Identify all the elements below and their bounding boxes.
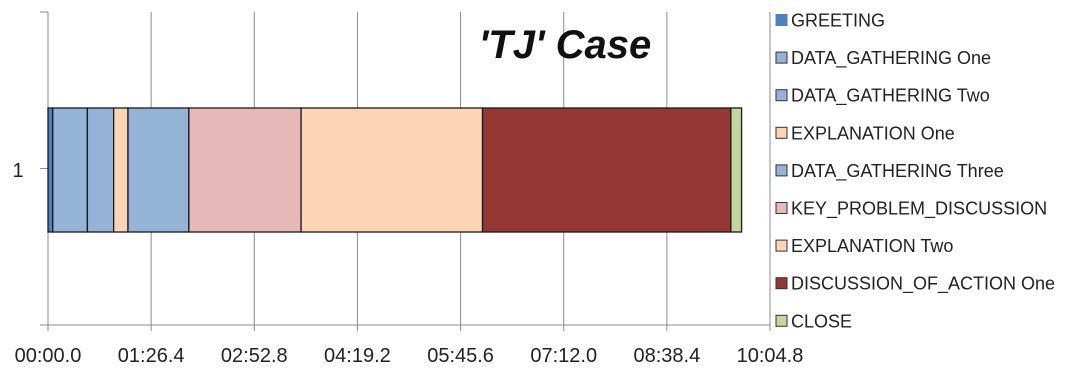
- legend-label: DISCUSSION_OF_ACTION One: [791, 274, 1055, 295]
- legend-label: EXPLANATION One: [791, 123, 955, 143]
- bar-segment-2: [52, 107, 89, 233]
- legend-swatch: [775, 51, 788, 64]
- bar-segment-1: [47, 107, 54, 233]
- legend-swatch: [775, 202, 788, 214]
- bar-segment-3: [86, 107, 115, 233]
- bar-segment-4: [113, 107, 129, 233]
- x-tick-label: 00:00.0: [15, 345, 82, 367]
- legend-swatch: [775, 164, 788, 177]
- category-label: 1: [12, 160, 23, 182]
- bar-segment-8: [481, 107, 732, 233]
- x-tick-label: 05:45.6: [427, 345, 494, 367]
- bar-segment-5: [127, 107, 190, 233]
- x-tick-label: 01:26.4: [118, 345, 185, 367]
- legend-label: GREETING: [791, 11, 885, 31]
- x-tick-label: 04:19.2: [324, 345, 391, 367]
- legend-label: KEY_PROBLEM_DISCUSSION: [791, 199, 1047, 220]
- legend: GREETING DATA_GATHERING One DATA_GATHERING…: [775, 11, 1055, 331]
- x-tick-label: 07:12.0: [530, 345, 597, 367]
- x-tick-label: 02:52.8: [221, 345, 288, 367]
- legend-swatch: [775, 14, 788, 26]
- legend-swatch: [775, 239, 788, 252]
- legend-label: CLOSE: [791, 311, 852, 331]
- legend-label: EXPLANATION Two: [791, 236, 953, 256]
- x-tick-labels: 00:00.0 01:26.4 02:52.8 04:19.2 05:45.6 07:12…: [15, 325, 804, 367]
- chart-title: 'TJ' Case: [479, 23, 651, 67]
- x-tick-label: 10:04.8: [737, 345, 804, 367]
- legend-label: DATA_GATHERING Three: [791, 161, 1004, 182]
- legend-swatch: [775, 126, 788, 139]
- bar-segment-7: [300, 107, 484, 233]
- bar-segments: [47, 107, 743, 233]
- legend-swatch: [775, 277, 788, 290]
- legend-swatch: [775, 314, 788, 327]
- x-tick-label: 08:38.4: [633, 345, 700, 367]
- legend-label: DATA_GATHERING One: [791, 48, 991, 69]
- legend-label: DATA_GATHERING Two: [791, 86, 990, 107]
- legend-swatch: [775, 89, 788, 102]
- bar-segment-6: [188, 107, 302, 233]
- bar-segment-9: [730, 107, 743, 233]
